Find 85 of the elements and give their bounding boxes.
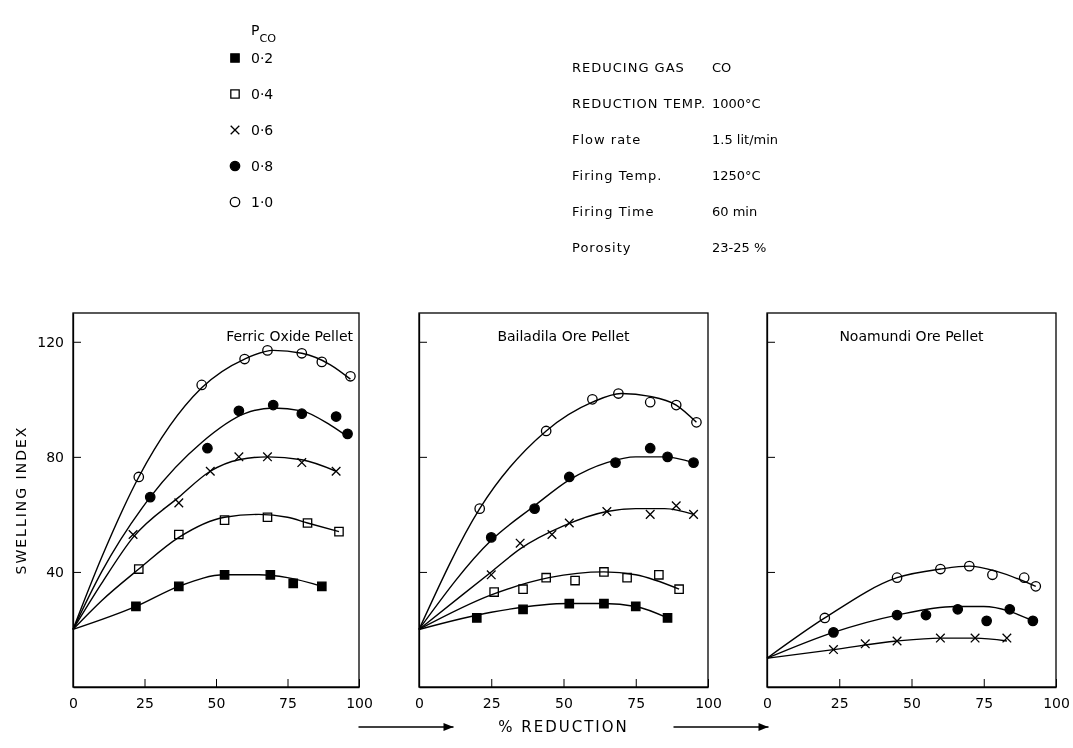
- x-tick-label: 25: [136, 695, 154, 711]
- text: Ferric Oxide Pellet: [226, 328, 354, 344]
- x-tick-label: 75: [975, 695, 994, 711]
- x-tick-label: 50: [903, 695, 921, 711]
- point: [1001, 633, 1012, 644]
- point: [688, 509, 699, 520]
- point: [331, 466, 342, 477]
- point: [645, 509, 656, 520]
- legend-label: 0·2: [251, 50, 274, 66]
- x-tick-label: 100: [1043, 695, 1070, 711]
- point: [601, 506, 612, 517]
- point: [233, 405, 245, 417]
- x-tick-label: 0: [763, 695, 772, 711]
- legend-title: P$_{CO}$: [251, 22, 277, 45]
- y-axis-title: SWELLING INDEX: [13, 425, 29, 575]
- point: [564, 518, 575, 528]
- point: [674, 584, 684, 595]
- text: Bailadila Ore Pellet: [497, 328, 631, 344]
- point: [233, 451, 244, 462]
- y-tick-label: 120: [37, 333, 64, 350]
- point: [546, 529, 557, 540]
- x-tick-label: 100: [695, 695, 722, 711]
- point: [671, 500, 682, 511]
- point: [662, 613, 673, 623]
- text: 60 min: [712, 204, 758, 219]
- text: Firing Temp.: [572, 168, 663, 183]
- text: Porosity: [572, 240, 632, 255]
- text: Flow rate: [572, 132, 642, 147]
- point: [987, 569, 998, 581]
- text: 1000°C: [712, 96, 761, 111]
- point: [691, 416, 702, 428]
- point: [486, 569, 497, 580]
- point: [202, 442, 213, 454]
- legend-label: 0·8: [251, 158, 274, 174]
- point: [688, 457, 699, 468]
- point: [828, 644, 839, 655]
- legend-label: 0·6: [251, 122, 274, 138]
- x-tick-label: 100: [346, 695, 373, 711]
- point: [288, 578, 299, 589]
- point: [262, 451, 273, 462]
- point: [518, 584, 528, 595]
- text: 1.5 lit/min: [712, 132, 779, 147]
- point: [644, 442, 656, 454]
- point: [981, 615, 993, 627]
- text: REDUCTION TEMP.: [572, 96, 707, 111]
- x-tick-label: 25: [830, 695, 849, 711]
- x-tick-label: 75: [627, 695, 646, 711]
- x-tick-label: 0: [69, 695, 78, 711]
- x-tick-label: 0: [415, 695, 424, 711]
- legend-label: 1·0: [251, 194, 274, 210]
- point: [173, 581, 184, 592]
- text: 1250°C: [712, 168, 761, 183]
- point: [952, 603, 964, 615]
- point: [518, 604, 528, 615]
- x-tick-label: 75: [279, 695, 297, 711]
- point: [316, 581, 327, 592]
- point: [173, 497, 184, 508]
- x-tick-label: 25: [482, 695, 501, 711]
- point: [920, 609, 932, 621]
- text: 23-25 %: [712, 240, 767, 255]
- x-axis-title: % REDUCTION: [498, 718, 629, 736]
- legend-label: 0·4: [251, 86, 274, 102]
- point: [644, 396, 656, 408]
- text: CO: [712, 60, 732, 75]
- point: [334, 526, 344, 537]
- x-tick-label: 50: [555, 695, 573, 711]
- point: [935, 633, 946, 644]
- text: Noamundi Ore Pellet: [839, 328, 985, 344]
- point: [570, 575, 580, 586]
- point: [654, 569, 664, 580]
- point: [515, 538, 526, 549]
- text: Firing Time: [572, 204, 655, 219]
- point: [205, 466, 216, 477]
- text: REDUCING GAS: [572, 60, 685, 75]
- point: [330, 411, 342, 422]
- point: [471, 613, 482, 623]
- x-tick-label: 50: [207, 695, 226, 711]
- y-tick-label: 40: [46, 563, 64, 580]
- point: [970, 633, 981, 644]
- point: [529, 503, 540, 514]
- y-tick-label: 80: [46, 448, 64, 465]
- point: [892, 636, 902, 646]
- point: [296, 457, 307, 468]
- point: [860, 638, 871, 649]
- point: [128, 529, 139, 540]
